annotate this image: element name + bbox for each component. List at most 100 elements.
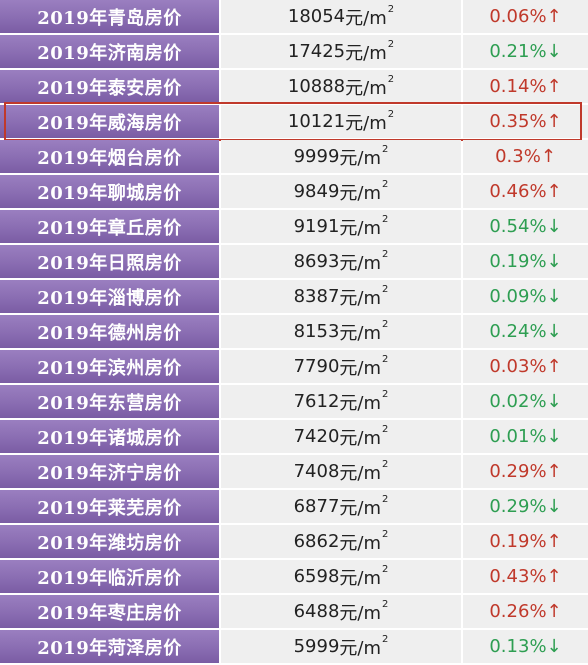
price-unit: 元/m: [339, 637, 382, 659]
arrow-up-icon: ↑: [546, 461, 562, 482]
price-value: 8153: [293, 321, 340, 342]
arrow-down-icon: ↓: [546, 426, 562, 447]
price-value: 6488: [293, 601, 340, 622]
table-row: 2019年枣庄房价 6488 元/m 2 0.26% ↑: [0, 595, 588, 628]
arrow-down-icon: ↓: [546, 636, 562, 657]
city-label: 2019年莱芜房价: [0, 490, 219, 523]
table-row: 2019年济南房价 17425 元/m 2 0.21% ↓: [0, 35, 588, 68]
price-value: 17425: [287, 41, 346, 62]
change-cell: 0.13% ↓: [463, 630, 588, 663]
table-row: 2019年青岛房价 18054 元/m 2 0.06% ↑: [0, 0, 588, 33]
price-cell: 8153 元/m 2: [221, 315, 461, 348]
price-unit: 元/m: [339, 392, 382, 414]
arrow-down-icon: ↓: [546, 216, 562, 237]
table-row: 2019年威海房价 10121 元/m 2 0.35% ↑: [0, 102, 588, 141]
price-value: 8693: [293, 251, 340, 272]
change-cell: 0.02% ↓: [463, 385, 588, 418]
table-row: 2019年滨州房价 7790 元/m 2 0.03% ↑: [0, 350, 588, 383]
arrow-up-icon: ↑: [546, 566, 562, 587]
arrow-up-icon: ↑: [546, 76, 562, 97]
table-row: 2019年泰安房价 10888 元/m 2 0.14% ↑: [0, 70, 588, 103]
price-unit: 元/m: [339, 182, 382, 204]
table-row: 2019年莱芜房价 6877 元/m 2 0.29% ↓: [0, 490, 588, 523]
arrow-up-icon: ↑: [546, 531, 562, 552]
table-row: 2019年德州房价 8153 元/m 2 0.24% ↓: [0, 315, 588, 348]
city-label: 2019年淄博房价: [0, 280, 219, 313]
city-label: 2019年济宁房价: [0, 455, 219, 488]
city-label: 2019年枣庄房价: [0, 595, 219, 628]
arrow-up-icon: ↑: [546, 111, 562, 132]
table-row: 2019年聊城房价 9849 元/m 2 0.46% ↑: [0, 175, 588, 208]
arrow-down-icon: ↓: [546, 321, 562, 342]
change-value: 0.29%: [489, 461, 547, 482]
table-row: 2019年淄博房价 8387 元/m 2 0.09% ↓: [0, 280, 588, 313]
table-row: 2019年诸城房价 7420 元/m 2 0.01% ↓: [0, 420, 588, 453]
city-label: 2019年日照房价: [0, 245, 219, 278]
arrow-up-icon: ↑: [546, 356, 562, 377]
change-value: 0.21%: [489, 41, 547, 62]
price-value: 6862: [293, 531, 340, 552]
price-unit: 元/m: [345, 77, 387, 99]
price-unit: 元/m: [339, 497, 382, 519]
city-label: 2019年潍坊房价: [0, 525, 219, 558]
change-value: 0.24%: [489, 321, 547, 342]
price-value: 7408: [293, 461, 340, 482]
change-value: 0.02%: [489, 391, 547, 412]
change-cell: 0.29% ↑: [463, 455, 588, 488]
price-unit: 元/m: [345, 7, 387, 29]
price-unit: 元/m: [345, 112, 387, 134]
change-value: 0.29%: [489, 496, 547, 517]
city-label: 2019年烟台房价: [0, 140, 219, 173]
arrow-down-icon: ↓: [546, 496, 562, 517]
price-value: 6598: [293, 566, 340, 587]
change-cell: 0.19% ↑: [463, 525, 588, 558]
table-row: 2019年东营房价 7612 元/m 2 0.02% ↓: [0, 385, 588, 418]
change-value: 0.01%: [489, 426, 547, 447]
price-unit: 元/m: [339, 567, 382, 589]
change-cell: 0.19% ↓: [463, 245, 588, 278]
price-cell: 7790 元/m 2: [221, 350, 461, 383]
price-cell: 18054 元/m 2: [221, 0, 461, 33]
price-unit: 元/m: [339, 217, 382, 239]
price-cell: 17425 元/m 2: [221, 35, 461, 68]
price-cell: 7420 元/m 2: [221, 420, 461, 453]
table-row: 2019年临沂房价 6598 元/m 2 0.43% ↑: [0, 560, 588, 593]
price-cell: 6877 元/m 2: [221, 490, 461, 523]
city-label: 2019年菏泽房价: [0, 630, 219, 663]
table-row: 2019年济宁房价 7408 元/m 2 0.29% ↑: [0, 455, 588, 488]
price-unit: 元/m: [339, 532, 382, 554]
price-cell: 7612 元/m 2: [221, 385, 461, 418]
price-cell: 5999 元/m 2: [221, 630, 461, 663]
change-cell: 0.26% ↑: [463, 595, 588, 628]
city-label: 2019年东营房价: [0, 385, 219, 418]
price-value: 6877: [293, 496, 340, 517]
change-cell: 0.43% ↑: [463, 560, 588, 593]
change-cell: 0.14% ↑: [463, 70, 588, 103]
city-label: 2019年德州房价: [0, 315, 219, 348]
city-label: 2019年滨州房价: [0, 350, 219, 383]
price-value: 9849: [293, 181, 340, 202]
arrow-down-icon: ↓: [546, 286, 562, 307]
change-cell: 0.09% ↓: [463, 280, 588, 313]
price-cell: 10121 元/m 2: [221, 105, 461, 138]
change-cell: 0.21% ↓: [463, 35, 588, 68]
change-value: 0.09%: [489, 286, 547, 307]
price-unit: 元/m: [345, 42, 387, 64]
price-value: 10121: [287, 111, 346, 132]
price-value: 10888: [287, 76, 346, 97]
city-label: 2019年章丘房价: [0, 210, 219, 243]
price-cell: 10888 元/m 2: [221, 70, 461, 103]
price-value: 8387: [293, 286, 340, 307]
change-value: 0.14%: [489, 76, 547, 97]
price-unit: 元/m: [339, 462, 382, 484]
change-value: 0.43%: [489, 566, 547, 587]
change-value: 0.46%: [489, 181, 547, 202]
change-cell: 0.03% ↑: [463, 350, 588, 383]
price-value: 9999: [293, 146, 340, 167]
table-row: 2019年日照房价 8693 元/m 2 0.19% ↓: [0, 245, 588, 278]
arrow-down-icon: ↓: [546, 391, 562, 412]
price-cell: 6488 元/m 2: [221, 595, 461, 628]
price-cell: 8387 元/m 2: [221, 280, 461, 313]
arrow-up-icon: ↑: [540, 146, 556, 167]
